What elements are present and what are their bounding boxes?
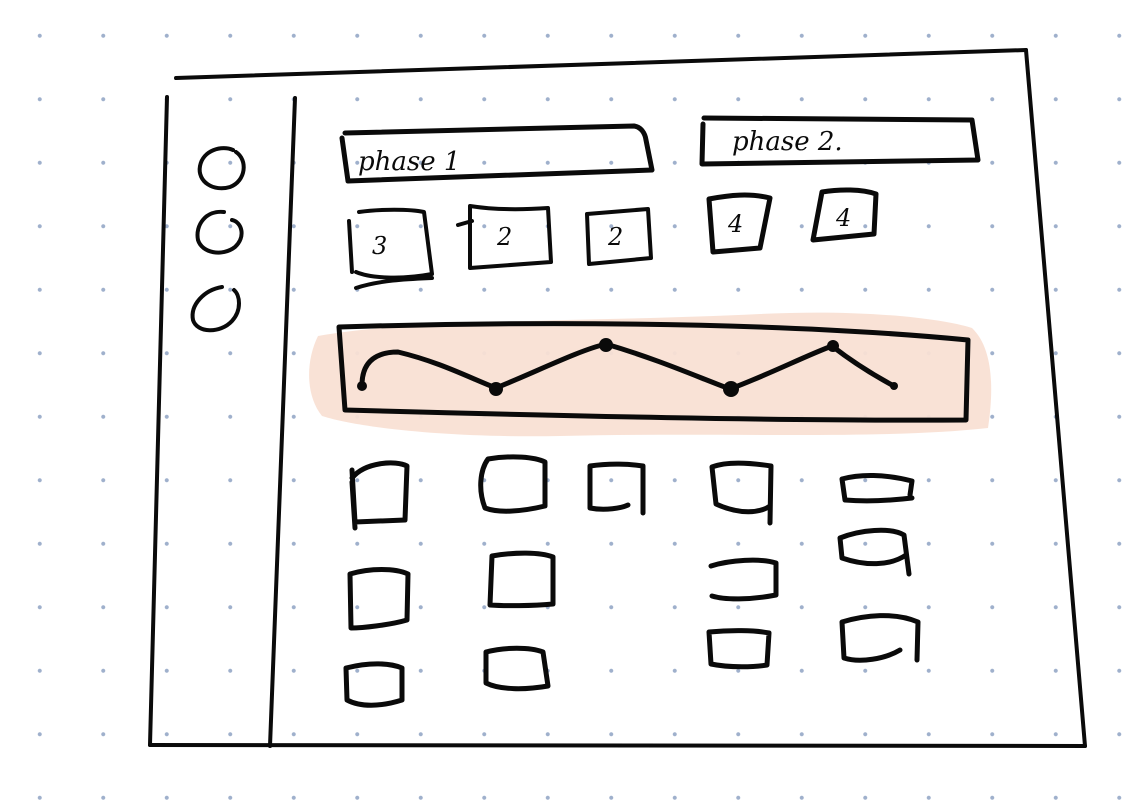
- phase-1-label: phase 1: [358, 147, 460, 177]
- circle-icon[interactable]: [197, 146, 246, 191]
- timeline-point[interactable]: [827, 340, 839, 352]
- timeline-point[interactable]: [489, 382, 503, 396]
- step-number: 2: [607, 223, 623, 251]
- tile[interactable]: [706, 628, 772, 670]
- phase-2-label: phase 2.: [732, 127, 843, 157]
- phase-header-1[interactable]: phase 1: [339, 123, 655, 184]
- step-card[interactable]: 4: [810, 187, 879, 243]
- step-number: 4: [835, 204, 851, 232]
- phase-header-2[interactable]: phase 2.: [699, 115, 981, 167]
- tile[interactable]: [483, 645, 551, 692]
- circle-icon[interactable]: [190, 285, 241, 333]
- timeline-highlight: [309, 312, 992, 437]
- tile[interactable]: [839, 472, 915, 504]
- timeline-point[interactable]: [890, 382, 898, 390]
- step-card[interactable]: 2: [456, 204, 553, 270]
- step-card[interactable]: 4: [706, 192, 773, 255]
- tile[interactable]: [487, 550, 556, 609]
- tile[interactable]: [347, 567, 411, 631]
- sidebar-divider: [268, 96, 297, 748]
- step-number: 3: [372, 232, 387, 260]
- circle-icon[interactable]: [195, 209, 244, 255]
- tile[interactable]: [587, 461, 646, 516]
- sidebar: [190, 146, 246, 333]
- tile[interactable]: [349, 460, 410, 531]
- timeline-point[interactable]: [599, 338, 613, 352]
- tile[interactable]: [839, 613, 921, 663]
- tile[interactable]: [709, 460, 774, 526]
- tile[interactable]: [343, 661, 405, 708]
- step-number: 2: [496, 223, 512, 251]
- timeline-point[interactable]: [723, 381, 739, 397]
- timeline-chart: [336, 321, 971, 423]
- step-number: 4: [727, 210, 743, 238]
- step-card[interactable]: 3: [347, 207, 434, 290]
- tile[interactable]: [478, 454, 548, 514]
- tile[interactable]: [708, 557, 779, 602]
- tile[interactable]: [837, 527, 912, 577]
- timeline-point[interactable]: [357, 381, 367, 391]
- step-card[interactable]: 2: [585, 207, 653, 266]
- window-frame: [148, 48, 1087, 748]
- tile-grid: [343, 454, 921, 708]
